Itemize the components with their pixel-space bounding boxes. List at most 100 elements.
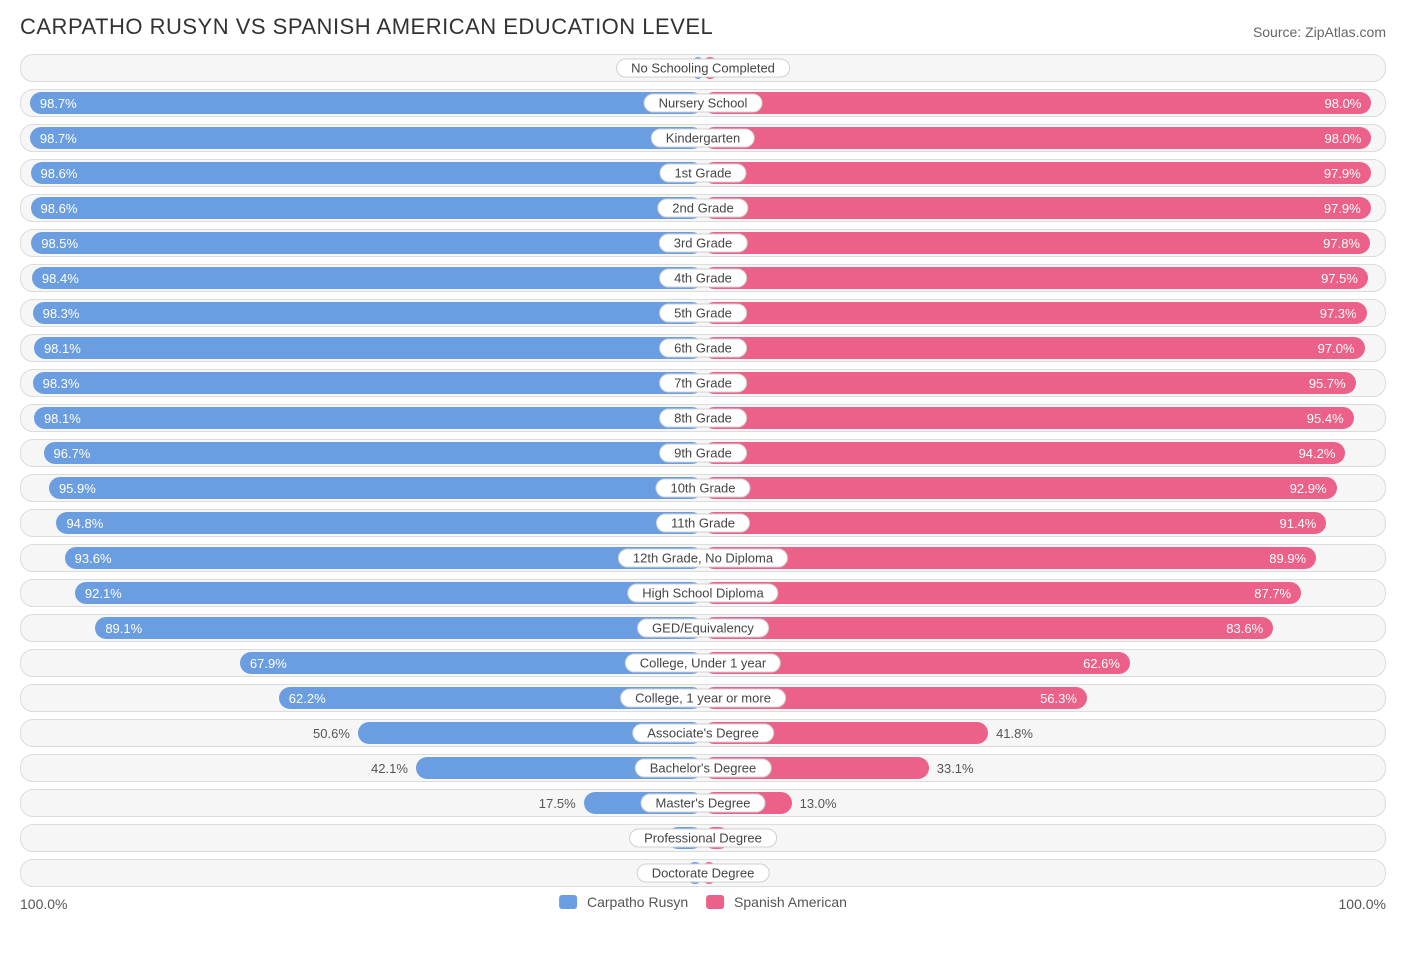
pct-left: 98.1% — [34, 405, 91, 431]
pct-left: 98.1% — [34, 335, 91, 361]
bar-right — [703, 582, 1301, 604]
butterfly-chart: 1.4%2.1%No Schooling Completed98.7%98.0%… — [14, 50, 1392, 887]
bar-left — [34, 407, 703, 429]
bar-left — [75, 582, 703, 604]
axis-right-label: 100.0% — [1339, 896, 1386, 912]
chart-row: 98.5% 97.8% 3rd Grade — [20, 229, 1386, 257]
chart-row: 67.9% 62.6% College, Under 1 year — [20, 649, 1386, 677]
chart-row: 89.1%83.6%GED/Equivalency — [20, 614, 1386, 642]
bar-left — [31, 162, 703, 184]
bar-right — [703, 547, 1316, 569]
category-label: 12th Grade, No Diploma — [618, 549, 788, 568]
category-label: Bachelor's Degree — [635, 759, 772, 778]
pct-left: 96.7% — [44, 440, 101, 466]
axis-left-label: 100.0% — [20, 896, 67, 912]
category-label: 11th Grade — [656, 514, 750, 533]
pct-right: 94.2% — [1289, 440, 1346, 466]
bar-left — [34, 337, 703, 359]
bar-right — [703, 407, 1354, 429]
category-label: 3rd Grade — [659, 234, 748, 253]
pct-right: 33.1% — [929, 755, 982, 781]
chart-title: CARPATHO RUSYN VS SPANISH AMERICAN EDUCA… — [20, 14, 713, 40]
chart-row: 98.7%98.0%Kindergarten — [20, 124, 1386, 152]
bar-left — [30, 92, 703, 114]
pct-right: 97.5% — [1311, 265, 1368, 291]
category-label: 4th Grade — [659, 269, 747, 288]
chart-row: 62.2% 56.3% College, 1 year or more — [20, 684, 1386, 712]
pct-right: 89.9% — [1259, 545, 1316, 571]
pct-right: 13.0% — [792, 790, 845, 816]
bar-right — [703, 127, 1371, 149]
pct-left: 98.6% — [31, 160, 88, 186]
category-label: Nursery School — [644, 94, 763, 113]
category-label: 2nd Grade — [657, 199, 748, 218]
bar-right — [703, 512, 1326, 534]
pct-right: 83.6% — [1216, 615, 1273, 641]
chart-row: 17.5% 13.0% Master's Degree — [20, 789, 1386, 817]
pct-left: 98.3% — [33, 370, 90, 396]
chart-row: 2.3%1.7%Doctorate Degree — [20, 859, 1386, 887]
chart-row: 98.3% 95.7% 7th Grade — [20, 369, 1386, 397]
pct-right: 97.9% — [1314, 160, 1371, 186]
bar-left — [65, 547, 703, 569]
category-label: College, 1 year or more — [620, 689, 786, 708]
pct-right: 92.9% — [1280, 475, 1337, 501]
category-label: Master's Degree — [641, 794, 766, 813]
chart-row: 42.1%33.1%Bachelor's Degree — [20, 754, 1386, 782]
pct-right: 62.6% — [1073, 650, 1130, 676]
pct-right: 98.0% — [1315, 90, 1372, 116]
category-label: 5th Grade — [659, 304, 747, 323]
category-label: 6th Grade — [659, 339, 747, 358]
pct-right: 97.9% — [1314, 195, 1371, 221]
bar-right — [703, 337, 1365, 359]
pct-left: 50.6% — [305, 720, 358, 746]
bar-left — [95, 617, 703, 639]
chart-row: 98.6%97.9%2nd Grade — [20, 194, 1386, 222]
bar-right — [703, 617, 1273, 639]
category-label: Doctorate Degree — [637, 864, 770, 883]
chart-source: Source: ZipAtlas.com — [1253, 24, 1386, 40]
pct-right: 95.7% — [1299, 370, 1356, 396]
chart-row: 98.1%95.4%8th Grade — [20, 404, 1386, 432]
legend-right-swatch — [706, 895, 724, 909]
category-label: 10th Grade — [655, 479, 750, 498]
legend-left-swatch — [559, 895, 577, 909]
pct-left: 98.5% — [31, 230, 88, 256]
pct-right: 95.4% — [1297, 405, 1354, 431]
legend-left-label: Carpatho Rusyn — [587, 894, 688, 910]
pct-left: 62.2% — [279, 685, 336, 711]
pct-right: 98.0% — [1315, 125, 1372, 151]
pct-right: 97.8% — [1313, 230, 1370, 256]
category-label: Associate's Degree — [632, 724, 774, 743]
bar-right — [703, 372, 1356, 394]
pct-left: 17.5% — [531, 790, 584, 816]
pct-left: 94.8% — [56, 510, 113, 536]
chart-row: 96.7%94.2%9th Grade — [20, 439, 1386, 467]
chart-header: CARPATHO RUSYN VS SPANISH AMERICAN EDUCA… — [14, 14, 1392, 50]
chart-row: 94.8%91.4%11th Grade — [20, 509, 1386, 537]
bar-right — [703, 477, 1337, 499]
chart-row: 98.3%97.3%5th Grade — [20, 299, 1386, 327]
bar-left — [32, 267, 703, 289]
pct-right: 56.3% — [1030, 685, 1087, 711]
category-label: 7th Grade — [659, 374, 747, 393]
chart-row: 93.6%89.9%12th Grade, No Diploma — [20, 544, 1386, 572]
bar-right — [703, 267, 1368, 289]
category-label: College, Under 1 year — [625, 654, 781, 673]
category-label: GED/Equivalency — [637, 619, 769, 638]
bar-left — [33, 372, 703, 394]
category-label: 1st Grade — [659, 164, 746, 183]
category-label: Professional Degree — [629, 829, 777, 848]
source-label: Source: — [1253, 24, 1301, 40]
bar-left — [56, 512, 703, 534]
pct-left: 67.9% — [240, 650, 297, 676]
bar-left — [30, 127, 703, 149]
legend-right-label: Spanish American — [734, 894, 847, 910]
source-name: ZipAtlas.com — [1305, 24, 1386, 40]
legend-right: Spanish American — [706, 894, 847, 910]
chart-row: 92.1%87.7%High School Diploma — [20, 579, 1386, 607]
chart-legend: Carpatho Rusyn Spanish American — [559, 894, 847, 910]
chart-row: 98.7%98.0%Nursery School — [20, 89, 1386, 117]
pct-left: 98.7% — [30, 125, 87, 151]
pct-right: 97.0% — [1308, 335, 1365, 361]
